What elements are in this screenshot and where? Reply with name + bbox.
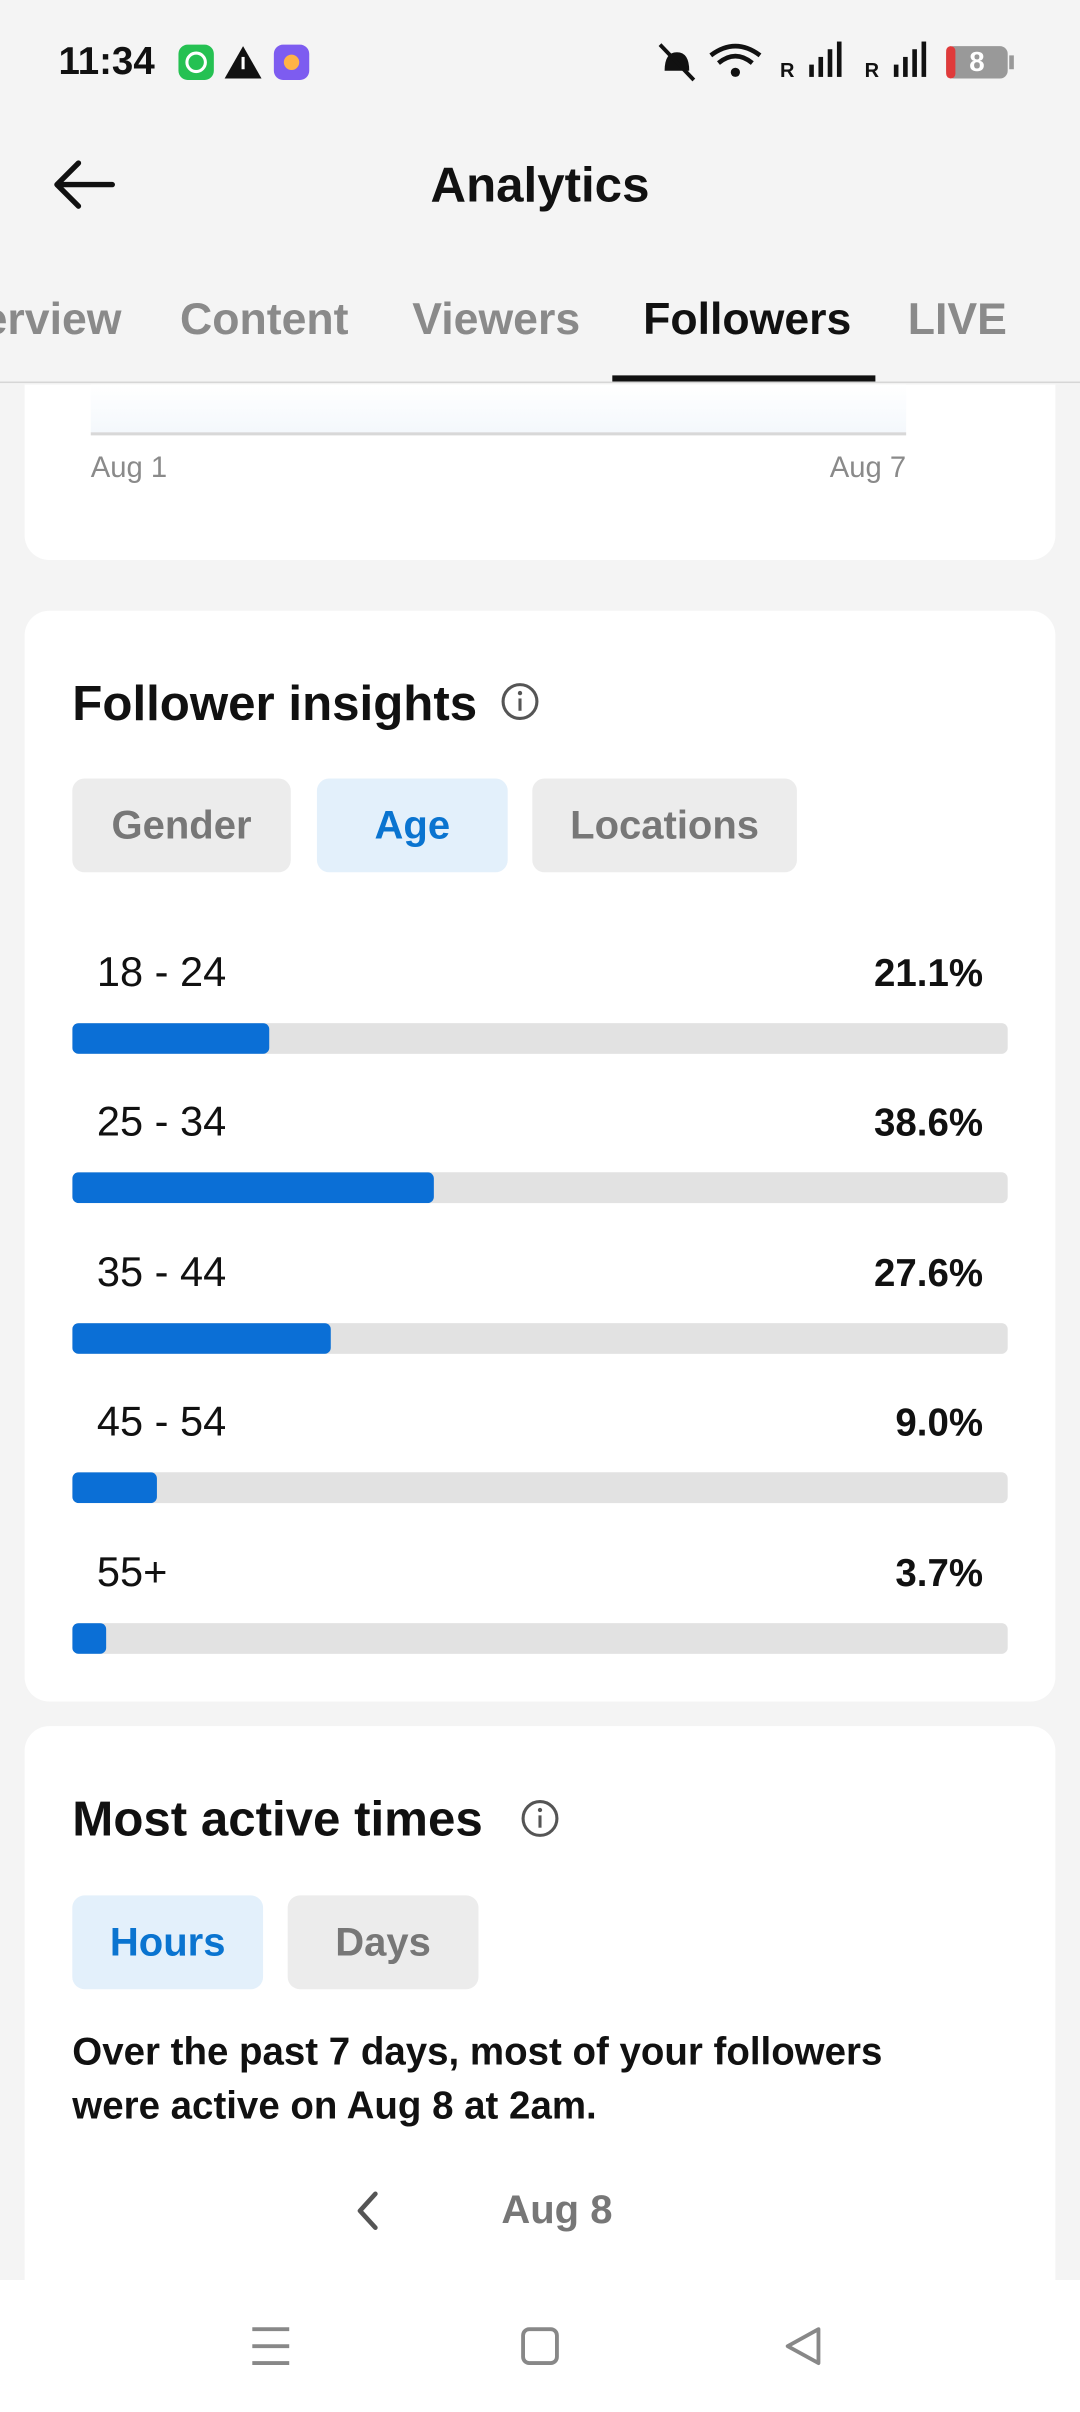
section-title: Follower insights bbox=[72, 675, 478, 731]
filter-chip[interactable]: Days bbox=[287, 1895, 479, 1990]
age-label: 18 - 24 bbox=[96, 949, 227, 996]
nav-buttons[interactable] bbox=[246, 2323, 846, 2372]
x-label: Aug 7 bbox=[829, 452, 907, 485]
bar-track bbox=[72, 1172, 1008, 1204]
page-title: Analytics bbox=[430, 156, 650, 213]
filter-chip[interactable]: Gender bbox=[72, 778, 291, 873]
percent-label: 3.7% bbox=[895, 1551, 984, 1595]
trend-card: Aug 1 Aug 7 bbox=[24, 384, 1056, 560]
age-label: 55+ bbox=[96, 1548, 168, 1595]
summary-text: Over the past 7 days, most of your follo… bbox=[72, 2030, 883, 2074]
age-label: 45 - 54 bbox=[96, 1398, 227, 1445]
trend-axis bbox=[90, 432, 907, 436]
bar bbox=[72, 1472, 157, 1504]
prev-date-button[interactable] bbox=[352, 2189, 383, 2232]
filter-chip-active[interactable]: Hours bbox=[72, 1895, 264, 1990]
bar-track bbox=[72, 1023, 1008, 1054]
trend-area bbox=[90, 384, 907, 433]
percent-label: 38.6% bbox=[874, 1102, 984, 1146]
percent-label: 27.6% bbox=[874, 1251, 984, 1296]
bar-track bbox=[72, 1322, 1008, 1354]
follower-insights-card: Follower insights Gender Age Locations 1… bbox=[24, 610, 1056, 1702]
summary-text: were active on Aug 8 at 2am. bbox=[72, 2084, 597, 2128]
age-label: 25 - 34 bbox=[96, 1099, 227, 1146]
bar-track bbox=[72, 1472, 1008, 1504]
bar bbox=[72, 1172, 434, 1204]
bar-track bbox=[72, 1622, 1008, 1654]
active-times-card: Most active times Hours Days Over the pa… bbox=[24, 1726, 1056, 2311]
status-right-icons bbox=[658, 41, 1014, 82]
battery-level: 8 bbox=[969, 46, 985, 77]
network-label: R bbox=[864, 58, 880, 82]
bar bbox=[72, 1622, 107, 1654]
percent-label: 21.1% bbox=[874, 952, 984, 996]
filter-chip[interactable]: Locations bbox=[532, 778, 797, 873]
tab[interactable]: LIVE bbox=[907, 295, 1007, 345]
tab-active[interactable]: Followers bbox=[643, 295, 852, 345]
bar bbox=[72, 1322, 331, 1354]
date-label: Aug 8 bbox=[501, 2186, 613, 2233]
tab[interactable]: Content bbox=[179, 295, 349, 345]
percent-label: 9.0% bbox=[895, 1401, 984, 1445]
info-icon[interactable] bbox=[500, 682, 540, 722]
back-button[interactable] bbox=[51, 157, 119, 212]
tab[interactable]: Viewers bbox=[412, 295, 581, 345]
status-icons bbox=[178, 44, 310, 80]
tab-indicator bbox=[612, 375, 876, 382]
nav-bar bbox=[0, 2279, 1080, 2412]
bar bbox=[72, 1023, 270, 1054]
tab[interactable]: Overview bbox=[0, 295, 122, 345]
x-label: Aug 1 bbox=[90, 452, 168, 485]
info-icon[interactable] bbox=[520, 1798, 560, 1838]
section-title: Most active times bbox=[72, 1790, 483, 1847]
tab-divider bbox=[0, 381, 1080, 384]
age-label: 35 - 44 bbox=[96, 1248, 227, 1296]
filter-chip-active[interactable]: Age bbox=[316, 778, 508, 873]
network-label: R bbox=[779, 58, 795, 82]
status-time: 11:34 bbox=[58, 39, 155, 84]
